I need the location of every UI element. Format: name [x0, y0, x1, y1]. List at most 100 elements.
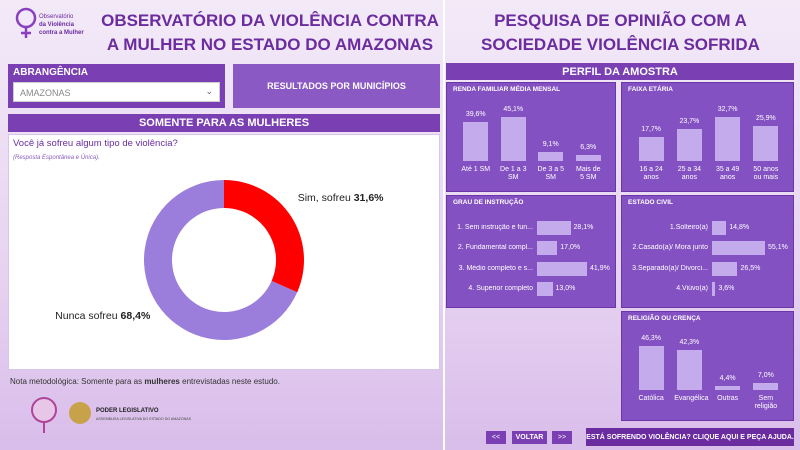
value-label: 41,9% [590, 264, 610, 272]
logo-text: da Violência [39, 22, 75, 28]
chart-card: GRAU DE INSTRUÇÃO 1. Sem instrução e fun.… [446, 195, 616, 308]
value-label: 25,9% [755, 115, 776, 123]
category-label: Outras [717, 395, 739, 402]
chart-title: FAIXA ETÁRIA [628, 86, 673, 93]
value-label: 55,1% [768, 244, 788, 252]
note-text: entrevistadas neste estudo. [179, 377, 280, 386]
bar [537, 261, 587, 276]
dropdown-value: AMAZONAS [20, 88, 71, 98]
bar [712, 261, 738, 276]
slice-label: Sim, sofreu 31,6% [298, 192, 384, 204]
chart-card: FAIXA ETÁRIA 17,7% 16 a 24 anos 23,7% 25 a 3… [621, 82, 794, 192]
slice-value: 68,4% [121, 310, 151, 322]
value-label: 23,7% [679, 118, 700, 126]
bar [676, 129, 702, 161]
bar [463, 122, 489, 161]
category-label: De 3 a 5 SM [537, 166, 564, 181]
chart-title: RELIGIÃO OU CRENÇA [628, 315, 701, 322]
logo-text: contra a Mulher [39, 30, 84, 36]
dropdown-arrow: ⌄ [205, 86, 213, 96]
value-label: 7,0% [757, 372, 774, 380]
bar [715, 385, 741, 390]
footer-logos: PODER LEGISLATIVO ASSEMBLEIA LEGISLATIVA… [31, 397, 192, 433]
bar [712, 281, 716, 296]
chart-title: GRAU DE INSTRUÇÃO [453, 199, 524, 206]
bar [715, 117, 741, 161]
note-text: mulheres [144, 377, 180, 386]
category-label: 4. Superior completo [468, 284, 533, 292]
bar [537, 221, 571, 236]
title-right: PESQUISA DE OPINIÃO COM A SOCIEDADE VIOL… [481, 11, 760, 54]
category-label: 16 a 24 anos [639, 166, 663, 181]
bar [575, 154, 601, 161]
title-left: OBSERVATÓRIO DA VIOLÊNCIA CONTRA A MULHE… [101, 11, 439, 54]
value-label: 42,3% [679, 338, 700, 346]
bar [500, 117, 526, 161]
filter-box: ABRANGÊNCIA AMAZONAS ⌄ [8, 64, 225, 108]
value-label: 3,6% [718, 284, 735, 292]
bar [712, 241, 765, 256]
value-label: 6,3% [580, 143, 597, 151]
bar [638, 137, 664, 161]
chart-title: Você já sofreu algum tipo de violência? [13, 138, 178, 149]
bar [538, 152, 564, 161]
org-name: PODER LEGISLATIVO [96, 408, 159, 414]
category-label: De 1 a 3 SM [500, 166, 527, 181]
bar [712, 221, 727, 236]
value-label: 4,4% [719, 374, 736, 382]
value-label: 17,0% [560, 244, 581, 252]
logo: Observatório da Violência contra a Mulhe… [15, 7, 84, 38]
bar [638, 346, 664, 390]
logo-text: Observatório [39, 14, 74, 20]
donut-chart: Você já sofreu algum tipo de violência? (… [13, 138, 384, 340]
value-label: 9,1% [542, 141, 559, 149]
category-label: Sem religião [754, 395, 778, 410]
category-label: 50 anos ou mais [753, 166, 779, 181]
bar [676, 349, 702, 390]
divider [443, 0, 445, 450]
chart-card: RELIGIÃO OU CRENÇA 46,3% Católica 42,3% Evan… [621, 311, 794, 421]
bar [537, 241, 558, 256]
slice-category: Nunca sofreu [55, 310, 118, 322]
slice-value: 31,6% [354, 192, 384, 204]
nav-back[interactable]: VOLTAR [512, 431, 547, 444]
municipios-button[interactable]: RESULTADOS POR MUNICÍPIOS [233, 64, 440, 108]
nav-next[interactable]: >> [552, 431, 572, 444]
chart-card: RENDA FAMILIAR MÉDIA MENSAL 39,6% Até 1 SM… [446, 82, 616, 192]
filter-label: ABRANGÊNCIA [13, 67, 88, 78]
value-label: 17,7% [641, 126, 662, 134]
org-sub: ASSEMBLEIA LEGISLATIVA DO ESTADO DO AMAZ… [96, 417, 192, 421]
category-label: 1.Solteiro(a) [669, 224, 708, 232]
value-label: 46,3% [641, 335, 662, 342]
category-label: 1. Sem instrução e fun... [457, 224, 533, 232]
value-label: 32,7% [717, 106, 738, 113]
dropdown[interactable]: AMAZONAS ⌄ [13, 82, 220, 102]
value-label: 26,5% [740, 264, 761, 272]
category-label: Mais de 5 SM [575, 166, 601, 181]
chart-subtitle: (Resposta Espontânea e Única). [13, 154, 100, 161]
slice-category: Sim, sofreu [298, 192, 351, 204]
section-header: SOMENTE PARA AS MULHERES [8, 114, 440, 132]
donut-slice [144, 180, 298, 340]
value-label: 39,6% [465, 111, 486, 119]
category-label: 3.Separado(a)/ Divorci... [632, 264, 708, 272]
value-label: 13,0% [555, 284, 576, 292]
help-button[interactable]: ESTÁ SOFRENDO VIOLÊNCIA? CLIQUE AQUI E P… [586, 428, 794, 446]
category-label: 2. Fundamental compl... [457, 244, 533, 252]
category-label: 3. Médio completo e s... [458, 264, 533, 272]
section-header: PERFIL DA AMOSTRA [446, 63, 794, 80]
nav-prev[interactable]: << [486, 431, 506, 444]
category-label: 35 a 49 anos [715, 166, 740, 181]
category-label: 2.Casado(a)/ Mora junto [632, 244, 708, 252]
category-label: 25 a 34 anos [677, 166, 702, 181]
bar [753, 126, 779, 161]
chart-title: ESTADO CIVIL [628, 199, 674, 206]
category-label: Até 1 SM [461, 166, 491, 173]
chart-card: ESTADO CIVIL 1.Solteiro(a) 14,8% 2.Casado(a… [621, 195, 794, 308]
category-label: Evangélica [674, 395, 709, 402]
note: Nota metodológica: Somente para as mulhe… [10, 377, 280, 386]
value-label: 45,1% [503, 106, 524, 113]
chart-title: RENDA FAMILIAR MÉDIA MENSAL [453, 86, 561, 93]
category-label: Católica [638, 395, 664, 402]
